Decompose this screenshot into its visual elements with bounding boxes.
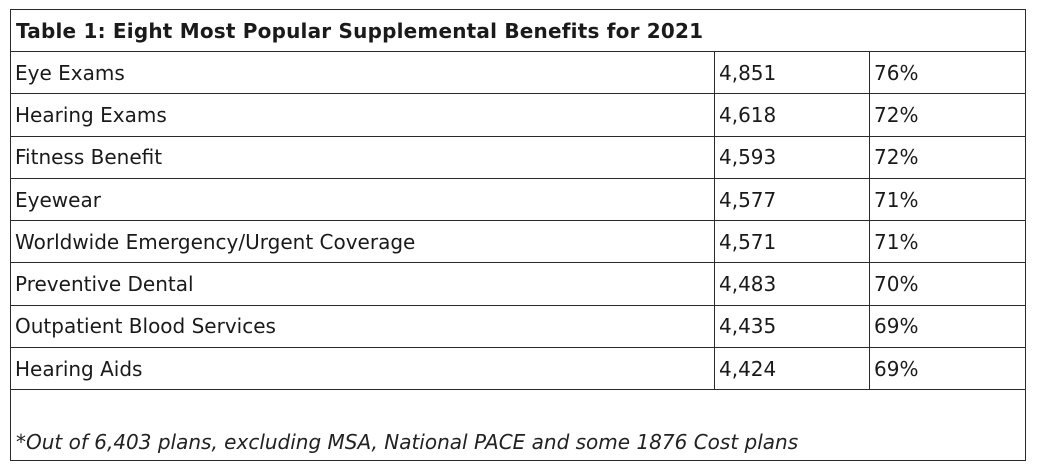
table-row: Preventive Dental 4,483 70%: [11, 263, 1025, 306]
percent-cell: 72%: [874, 145, 919, 170]
percent-cell: 76%: [874, 60, 919, 85]
percent-cell: 69%: [874, 356, 919, 381]
benefit-name-cell: Outpatient Blood Services: [11, 305, 715, 348]
benefit-name-cell: Hearing Aids: [11, 348, 715, 390]
percent-cell: 70%: [874, 272, 919, 297]
benefit-name-cell: Eye Exams: [11, 52, 715, 94]
table-row: Eye Exams 4,851 76%: [11, 52, 1025, 95]
benefit-name-cell: Fitness Benefit: [11, 136, 715, 178]
plan-count-cell: 4,435: [715, 305, 870, 348]
plan-count-cell: 4,577: [715, 178, 870, 221]
percent-cell: 72%: [874, 102, 919, 127]
plan-count-cell: 4,851: [715, 52, 870, 94]
plan-count-cell: 4,618: [715, 94, 870, 136]
percent-cell: 71%: [874, 229, 919, 254]
table-row: Hearing Exams 4,618 72%: [11, 94, 1025, 137]
benefit-name-cell: Worldwide Emergency/Urgent Coverage: [11, 221, 715, 263]
plan-count-cell: 4,593: [715, 136, 870, 178]
plan-count-cell: 4,483: [715, 263, 870, 305]
plan-count-cell: 4,424: [715, 348, 870, 390]
table-row: Eyewear 4,577 71%: [11, 178, 1025, 222]
percent-cell: 69%: [874, 314, 919, 339]
percent-cell: 71%: [874, 187, 919, 212]
plan-count-cell: 4,571: [715, 221, 870, 263]
table-row: Worldwide Emergency/Urgent Coverage 4,57…: [11, 221, 1025, 264]
table-title: Table 1: Eight Most Popular Supplemental…: [11, 10, 1025, 52]
benefit-name-cell: Hearing Exams: [11, 94, 715, 136]
table-row: Hearing Aids 4,424 69%: [11, 348, 1025, 391]
table-row: Fitness Benefit 4,593 72%: [11, 136, 1025, 179]
benefit-name-cell: Preventive Dental: [11, 263, 715, 305]
table-row: Outpatient Blood Services 4,435 69%: [11, 305, 1025, 349]
benefit-name-cell: Eyewear: [11, 178, 715, 221]
benefits-table: Table 1: Eight Most Popular Supplemental…: [10, 9, 1026, 461]
table-footnote: *Out of 6,403 plans, excluding MSA, Nati…: [16, 430, 799, 454]
